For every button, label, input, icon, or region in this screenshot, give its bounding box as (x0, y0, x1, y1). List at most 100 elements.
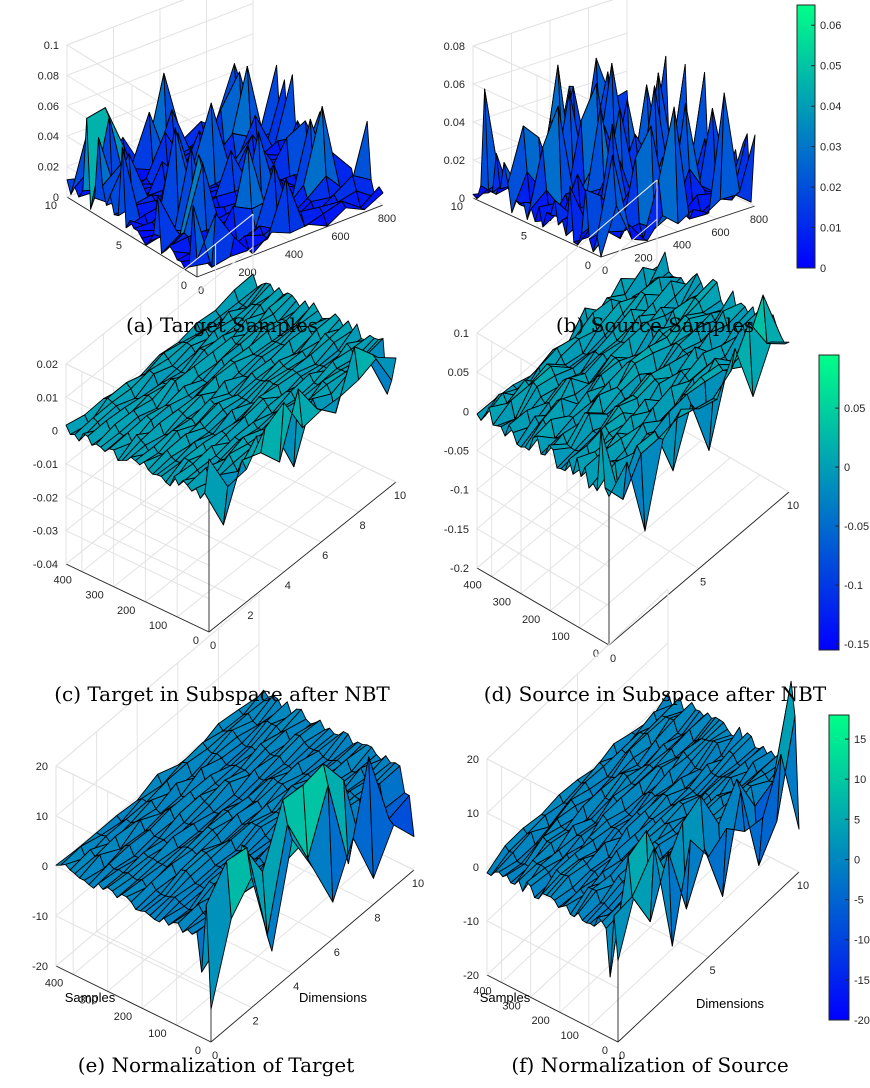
surface-facet (226, 847, 253, 919)
axis-edge (476, 179, 658, 334)
x-axis-label: Dimensions (696, 996, 764, 1011)
z-tick-label: 10 (36, 811, 48, 823)
caption-d: (d) Source in Subspace after NBT (484, 682, 827, 706)
x-tick-label: 2 (253, 1016, 259, 1028)
caption-f: (f) Normalization of Source (511, 1053, 788, 1077)
surface-c (65, 273, 397, 526)
z-tick-label: -0.04 (33, 559, 58, 571)
z-tick-label: -20 (32, 961, 48, 973)
colorbar-tick-label: -10 (854, 935, 870, 947)
colorbar-tick-label: 0 (854, 855, 860, 867)
x-tick-label: 4 (293, 981, 299, 993)
surface-a (66, 63, 384, 270)
surface-facet (360, 186, 384, 211)
colorbar-tick-label: -0.15 (844, 639, 869, 651)
panel-e-normalization-target: 02468100100200300400-20-1001020Dimension… (32, 593, 424, 1062)
z-tick-label: -0.03 (33, 526, 58, 538)
z-tick-label: 0 (52, 426, 58, 438)
z-tick-label: 0 (463, 406, 469, 418)
z-tick-label: 0 (459, 193, 465, 205)
x-tick-label: 5 (709, 965, 715, 977)
y-tick-label: 0 (193, 635, 199, 647)
y-tick-label: 400 (473, 985, 491, 997)
colorbar-tick-label: 0.05 (844, 403, 865, 415)
surface-facet (766, 341, 790, 345)
axis-edge (617, 871, 800, 1043)
colorbar-tick-label: 10 (854, 774, 866, 786)
panel-c-target-subspace: 02468100100200300400-0.04-0.03-0.02-0.01… (33, 213, 406, 652)
y-tick-label: 300 (79, 994, 97, 1006)
x-tick-label: 0 (619, 1050, 625, 1062)
caption-c: (c) Target in Subspace after NBT (54, 682, 390, 706)
colorbar-b: 0 0.01 0.02 0.03 0.04 0.05 0.06 (796, 4, 841, 275)
colorbar-tick-label: -5 (854, 895, 864, 907)
surface-facet (776, 715, 800, 830)
colorbar-tick-label: -15 (854, 975, 870, 987)
colorbar-d: -0.15 -0.1 -0.05 0 0.05 (818, 354, 869, 651)
axis-edge (65, 563, 210, 633)
colorbar-tick-label: 0.03 (820, 142, 841, 154)
axis-edge (472, 197, 602, 258)
y-tick-label: 300 (502, 1000, 520, 1012)
x-axis-label: Dimensions (299, 990, 367, 1005)
y-tick-label: 400 (45, 977, 63, 989)
axis-edge (66, 0, 185, 46)
z-tick-label: 0.04 (444, 117, 465, 129)
y-axis-label: Samples (480, 990, 531, 1005)
y-tick-label: 5 (521, 231, 527, 243)
colorbar-tick-label: 0.02 (820, 182, 841, 194)
colorbar-tick-label: 0 (820, 263, 826, 275)
colorbar-tick-label: 0.05 (820, 61, 841, 73)
z-tick-label: 0.08 (444, 41, 465, 53)
axis-edge (472, 45, 602, 106)
z-tick-label: 0.1 (44, 40, 59, 52)
z-tick-label: 0.06 (444, 79, 465, 91)
axis-edge (210, 869, 415, 1043)
panel-f-normalization-source: 05100100200300400-20-1001020DimensionsSa… (463, 588, 870, 1062)
z-tick-label: 0.02 (38, 162, 59, 174)
x-tick-label: 10 (394, 490, 406, 502)
x-tick-label: 6 (322, 550, 328, 562)
axis-edge (55, 965, 212, 1043)
panel-b-source-samples: 0200400600800051000.020.040.060.0800.010… (444, 0, 841, 277)
z-tick-label: 20 (467, 754, 479, 766)
surface-facet (735, 134, 756, 203)
y-tick-label: 0 (181, 280, 187, 292)
x-tick-label: 2 (247, 610, 253, 622)
y-tick-label: 10 (451, 201, 463, 213)
axis-edge (486, 974, 619, 1043)
tick-labels-c: 02468100100200300400-0.04-0.03-0.02-0.01… (33, 359, 406, 652)
surface-d (476, 251, 790, 532)
x-tick-label: 600 (711, 227, 729, 239)
x-tick-label: 0 (210, 640, 216, 652)
z-tick-label: 0.01 (37, 392, 58, 404)
surface-facet (640, 437, 664, 532)
surface-f (486, 680, 800, 978)
x-tick-label: 200 (634, 252, 652, 264)
tick-labels-d: 05100100200300400-0.2-0.15-0.1-0.0500.05… (444, 328, 799, 665)
y-tick-label: 100 (561, 1030, 579, 1042)
z-tick-label: 0.02 (37, 359, 58, 371)
axis-edge (208, 481, 397, 633)
y-axis-label: Samples (65, 990, 116, 1005)
caption-e: (e) Normalization of Target (78, 1053, 355, 1077)
colorbar-tick-label: 0.04 (820, 101, 841, 113)
z-tick-label: -0.01 (33, 459, 58, 471)
colorbar-tick-label: -20 (854, 1015, 870, 1027)
colorbar-tick-label: 0.06 (820, 20, 841, 32)
x-tick-label: 10 (787, 500, 799, 512)
z-tick-label: 0 (53, 192, 59, 204)
colorbar-tick-label: 5 (854, 814, 860, 826)
x-tick-label: 800 (750, 214, 768, 226)
z-tick-label: -20 (463, 970, 479, 982)
z-tick-label: 0.1 (454, 328, 469, 340)
z-tick-label: 10 (467, 808, 479, 820)
x-tick-label: 0 (610, 653, 616, 665)
x-tick-label: 6 (334, 947, 340, 959)
colorbar-tick-label: -0.1 (844, 580, 863, 592)
z-tick-label: 0.06 (38, 101, 59, 113)
